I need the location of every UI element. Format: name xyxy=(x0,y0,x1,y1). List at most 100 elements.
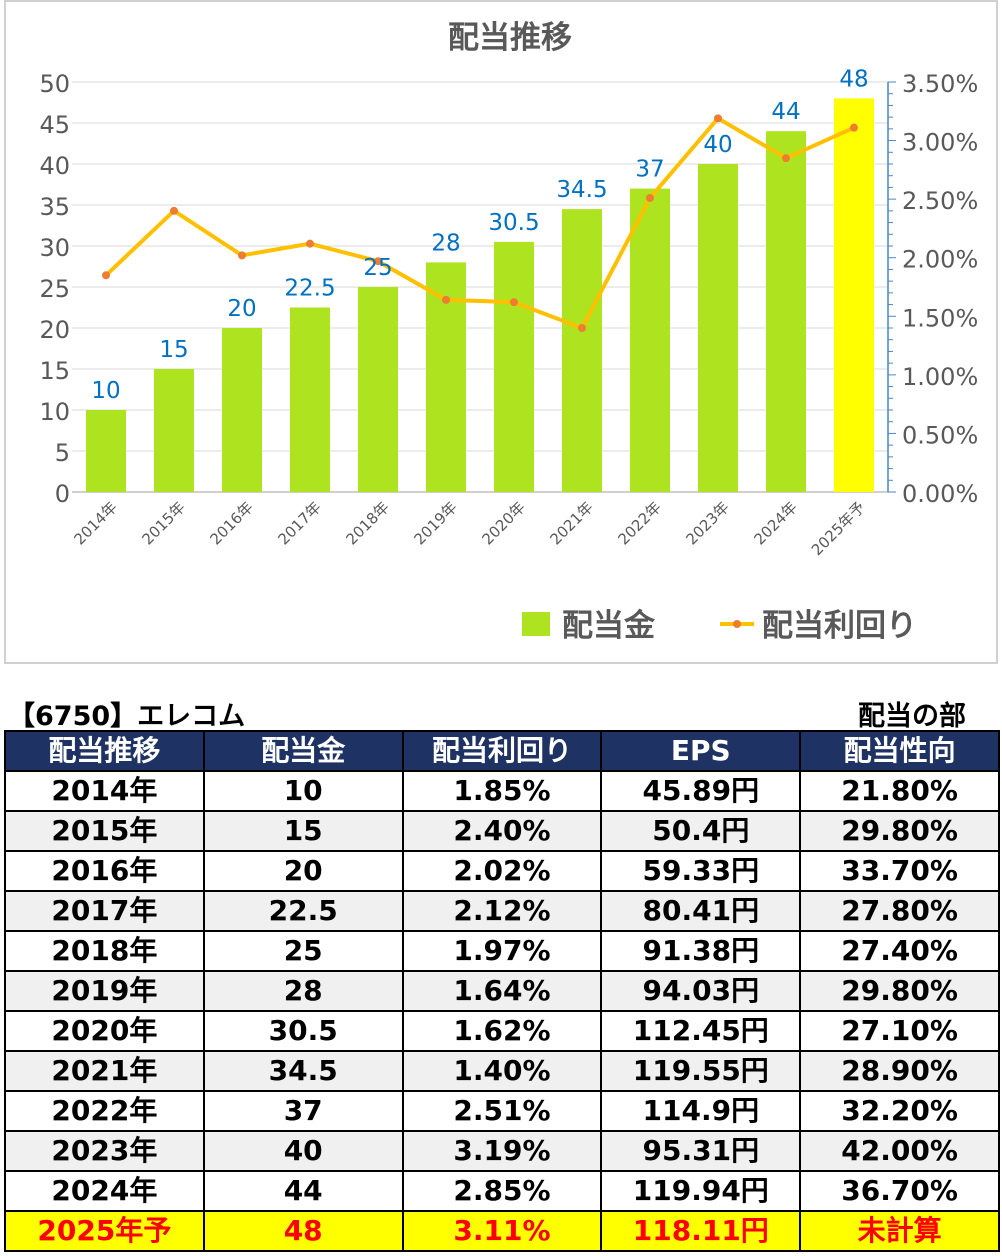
category-label: 2023年 xyxy=(682,498,732,548)
dividend-table: 配当推移 配当金 配当利回り EPS 配当性向 2014年 10 1.85% 45.8… xyxy=(4,730,1000,1252)
left-tick-label: 35 xyxy=(39,193,70,221)
table-row: 2024年 44 2.85% 119.94円 36.70% xyxy=(4,1170,1000,1212)
cell-dividend: 44 xyxy=(202,1170,404,1212)
cell-payout: 29.80% xyxy=(799,810,1000,852)
cell-year: 2020年 xyxy=(4,1010,205,1052)
cell-dividend: 15 xyxy=(202,810,404,852)
cell-year: 2024年 xyxy=(4,1170,205,1212)
yield-point xyxy=(238,251,246,260)
chart-title: 配当推移 xyxy=(448,20,572,56)
category-label: 2021年 xyxy=(546,498,596,548)
chart-legend: 配当金 配当利回り xyxy=(522,608,917,644)
table-row: 2023年 40 3.19% 95.31円 42.00% xyxy=(4,1130,1000,1172)
yield-point xyxy=(782,154,790,163)
cell-dividend: 10 xyxy=(202,770,404,812)
cell-yield: 2.51% xyxy=(401,1090,603,1132)
cell-payout: 27.10% xyxy=(799,1010,1000,1052)
left-tick-label: 30 xyxy=(39,234,70,262)
bar-data-label: 37 xyxy=(635,157,664,183)
header-payout: 配当性向 xyxy=(799,730,1000,772)
cell-dividend: 22.5 xyxy=(202,890,404,932)
cell-eps: 112.45円 xyxy=(600,1010,802,1052)
cell-eps: 80.41円 xyxy=(600,890,802,932)
legend-marker-yield xyxy=(733,620,741,628)
header-year: 配当推移 xyxy=(4,730,205,772)
header-dividend: 配当金 xyxy=(202,730,404,772)
cell-yield: 1.40% xyxy=(401,1050,603,1092)
bar xyxy=(358,287,398,492)
cell-payout: 27.80% xyxy=(799,890,1000,932)
bar xyxy=(86,410,126,492)
yield-point xyxy=(374,257,382,266)
left-tick-label: 15 xyxy=(39,357,70,385)
table-row: 2021年 34.5 1.40% 119.55円 28.90% xyxy=(4,1050,1000,1092)
cell-year: 2015年 xyxy=(4,810,205,852)
category-label: 2016年 xyxy=(206,498,256,548)
category-label: 2019年 xyxy=(410,498,460,548)
category-label: 2014年 xyxy=(70,498,120,548)
bar xyxy=(834,98,874,493)
bar-data-label: 28 xyxy=(431,230,460,256)
table-row: 2018年 25 1.97% 91.38円 27.40% xyxy=(4,930,1000,972)
yield-point xyxy=(442,295,450,304)
bar xyxy=(630,188,670,492)
cell-dividend: 20 xyxy=(202,850,404,892)
cell-dividend: 25 xyxy=(202,930,404,972)
cell-yield: 3.11% xyxy=(401,1210,603,1252)
table-row: 2025年予 48 3.11% 118.11円 未計算 xyxy=(4,1210,1000,1252)
category-label: 2018年 xyxy=(342,498,392,548)
cell-eps: 94.03円 xyxy=(600,970,802,1012)
cell-dividend: 30.5 xyxy=(202,1010,404,1052)
cell-yield: 2.02% xyxy=(401,850,603,892)
cell-yield: 1.62% xyxy=(401,1010,603,1052)
cell-eps: 45.89円 xyxy=(600,770,802,812)
category-label: 2024年 xyxy=(750,498,800,548)
left-tick-label: 0 xyxy=(55,480,70,508)
category-label: 2020年 xyxy=(478,498,528,548)
cell-payout: 29.80% xyxy=(799,970,1000,1012)
dividend-chart: 配当推移 0 5 10 15 20 25 30 35 40 45 50 0.00% 0.50% 1.00… xyxy=(4,0,998,664)
cell-dividend: 37 xyxy=(202,1090,404,1132)
category-label: 2022年 xyxy=(614,498,664,548)
bar-data-label: 34.5 xyxy=(556,177,607,203)
table-title-section: 配当の部 xyxy=(858,701,966,732)
bar-data-label: 25 xyxy=(363,255,392,281)
cell-year: 2016年 xyxy=(4,850,205,892)
bar xyxy=(494,241,534,492)
cell-payout: 27.40% xyxy=(799,930,1000,972)
yield-point xyxy=(646,193,654,202)
bar xyxy=(562,209,602,492)
bar xyxy=(766,131,806,492)
cell-year: 2021年 xyxy=(4,1050,205,1092)
cell-eps: 119.55円 xyxy=(600,1050,802,1092)
cell-payout: 28.90% xyxy=(799,1050,1000,1092)
cell-year: 2022年 xyxy=(4,1090,205,1132)
bar-data-label: 10 xyxy=(91,378,120,404)
table-row: 2020年 30.5 1.62% 112.45円 27.10% xyxy=(4,1010,1000,1052)
yield-point xyxy=(306,239,314,248)
bar xyxy=(154,369,194,492)
cell-yield: 3.19% xyxy=(401,1130,603,1172)
right-tick-label: 3.00% xyxy=(902,129,978,157)
left-tick-label: 20 xyxy=(39,316,70,344)
left-tick-label: 45 xyxy=(39,111,70,139)
cell-dividend: 48 xyxy=(202,1210,404,1252)
yield-point xyxy=(578,324,586,332)
right-tick-label: 2.00% xyxy=(902,246,978,274)
cell-year: 2017年 xyxy=(4,890,205,932)
cell-yield: 2.40% xyxy=(401,810,603,852)
bar-data-label: 30.5 xyxy=(488,210,539,236)
cell-year: 2025年予 xyxy=(4,1210,205,1252)
bar xyxy=(222,328,262,492)
cell-yield: 1.64% xyxy=(401,970,603,1012)
left-tick-label: 25 xyxy=(39,275,70,303)
right-tick-label: 2.50% xyxy=(902,187,978,215)
cell-eps: 119.94円 xyxy=(600,1170,802,1212)
table-row: 2017年 22.5 2.12% 80.41円 27.80% xyxy=(4,890,1000,932)
right-tick-label: 0.50% xyxy=(902,421,978,449)
yield-line xyxy=(104,116,855,330)
category-label: 2015年 xyxy=(138,498,188,548)
right-tick-label: 1.50% xyxy=(902,304,978,332)
left-tick-label: 50 xyxy=(39,70,70,98)
category-label: 2017年 xyxy=(274,498,324,548)
